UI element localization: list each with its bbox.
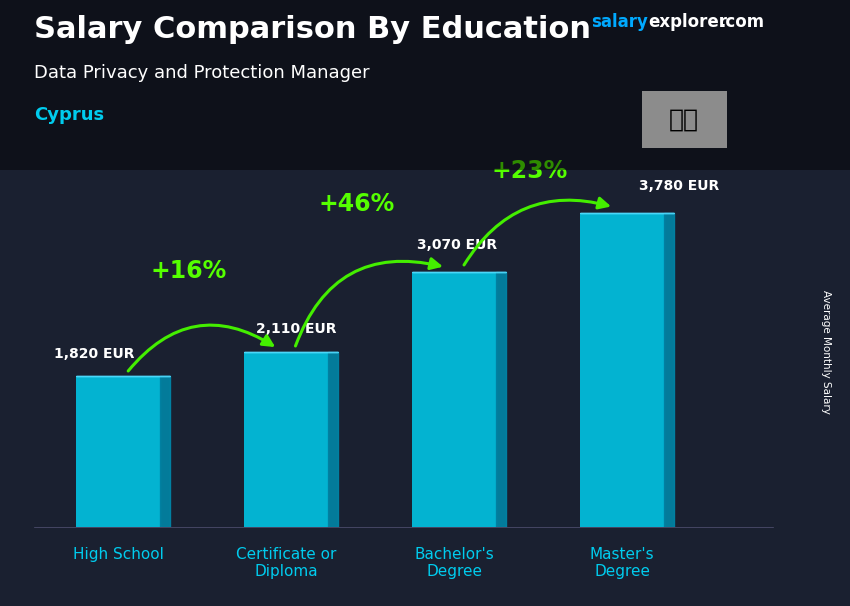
Text: +16%: +16% bbox=[150, 259, 227, 282]
Text: 3,780 EUR: 3,780 EUR bbox=[639, 179, 719, 193]
Text: Salary Comparison By Education: Salary Comparison By Education bbox=[34, 15, 591, 44]
Polygon shape bbox=[664, 213, 674, 527]
Text: Data Privacy and Protection Manager: Data Privacy and Protection Manager bbox=[34, 64, 370, 82]
Bar bbox=[76, 376, 160, 527]
Polygon shape bbox=[496, 273, 507, 527]
Text: salary: salary bbox=[591, 13, 648, 32]
Text: 3,070 EUR: 3,070 EUR bbox=[417, 238, 497, 252]
Text: Average Monthly Salary: Average Monthly Salary bbox=[821, 290, 831, 413]
Text: 🇨🇾: 🇨🇾 bbox=[669, 108, 700, 132]
Bar bbox=[412, 273, 496, 527]
Text: explorer: explorer bbox=[649, 13, 728, 32]
Text: +46%: +46% bbox=[319, 191, 394, 216]
Polygon shape bbox=[328, 352, 338, 527]
Text: Cyprus: Cyprus bbox=[34, 106, 104, 124]
Text: 2,110 EUR: 2,110 EUR bbox=[256, 322, 337, 336]
Polygon shape bbox=[160, 376, 170, 527]
Text: 1,820 EUR: 1,820 EUR bbox=[54, 347, 134, 361]
Bar bbox=[581, 213, 664, 527]
Text: +23%: +23% bbox=[491, 159, 568, 183]
Text: .com: .com bbox=[719, 13, 764, 32]
Bar bbox=[244, 352, 328, 527]
